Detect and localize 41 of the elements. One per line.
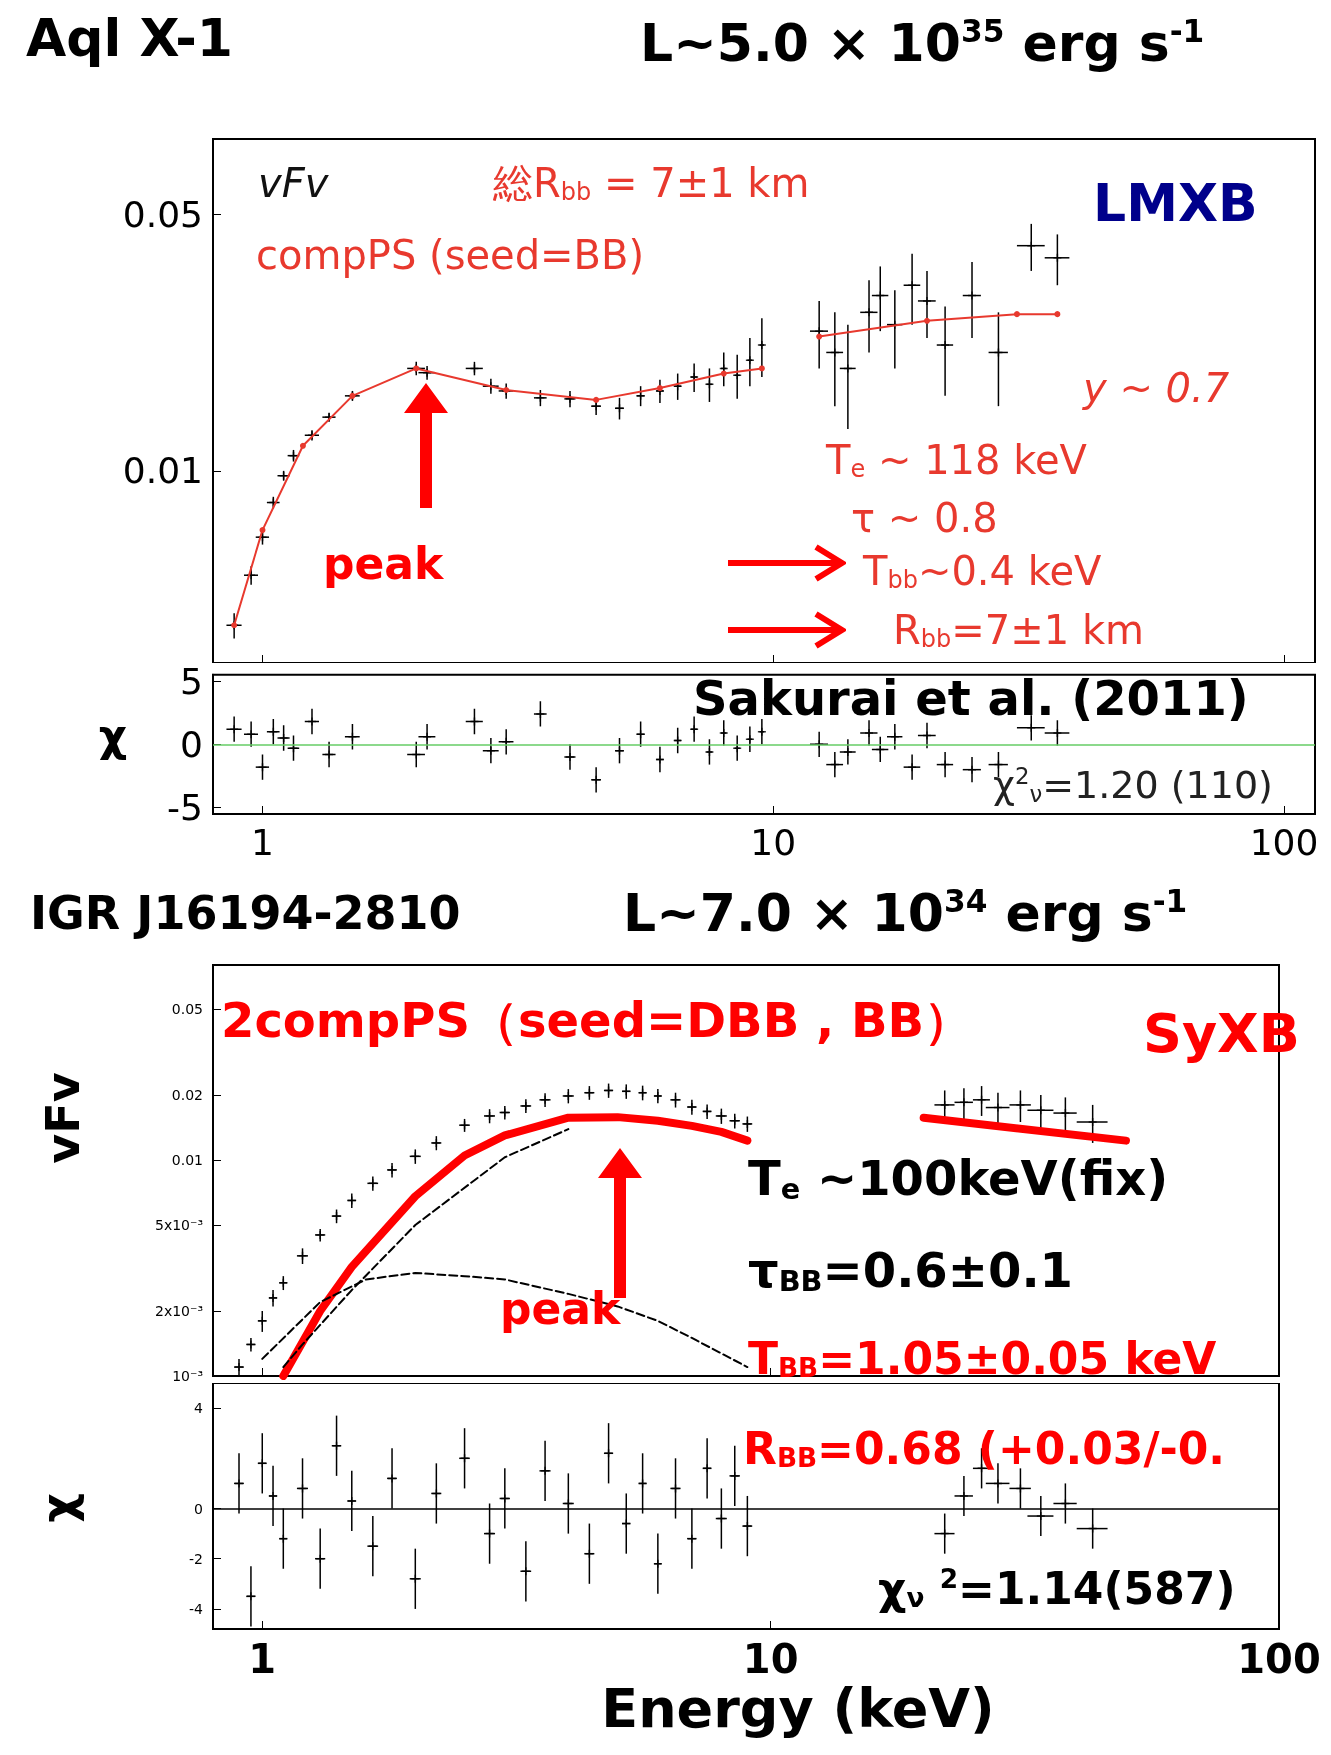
y-tick-label: 0.05: [171, 1001, 203, 1018]
y-axis-title: χ: [98, 709, 128, 761]
annotation: Te ~ 118 keV: [825, 437, 1088, 483]
x-tick-label: 100: [1249, 821, 1319, 863]
y-axis-title: vFv: [36, 1072, 90, 1164]
y-axis-title: χ: [31, 1493, 85, 1523]
annotation: y ~ 0.7: [1082, 365, 1230, 411]
y-tick-label: -4: [189, 1600, 204, 1617]
chart-title: Aql X-1: [26, 8, 234, 68]
x-tick-label: 100: [1237, 1636, 1321, 1682]
annotation: LMXB: [1093, 173, 1258, 233]
annotation: compPS (seed=BB): [256, 232, 645, 278]
annotation: RBB=0.68 (+0.03/-0.: [743, 1422, 1226, 1474]
x-tick-label: 1: [251, 821, 274, 863]
y-tick-label: 0.05: [122, 193, 203, 235]
annotation: vFv: [258, 160, 330, 206]
annotation: τ ~ 0.8: [851, 495, 998, 541]
annotation: Sakurai et al. (2011): [693, 670, 1249, 726]
y-tick-label: -2: [189, 1550, 203, 1567]
annotation: τBB=0.6±0.1: [748, 1242, 1074, 1298]
y-tick-label: 0: [194, 1500, 203, 1517]
annotation: 2compPS（seed=DBB , BB）: [221, 992, 973, 1048]
x-tick-label: 1: [248, 1636, 277, 1682]
annotation: 総Rbb = 7±1 km: [492, 160, 810, 206]
y-tick-label: 0.01: [171, 1152, 203, 1169]
annotation: Te ~100keV(fix): [748, 1150, 1169, 1206]
annotation: peak: [500, 1282, 623, 1334]
annotation: Rbb=7±1 km: [893, 607, 1145, 653]
x-tick-label: 10: [750, 821, 797, 863]
y-tick-label: -5: [167, 787, 203, 829]
y-tick-label: 2x10⁻³: [154, 1302, 203, 1319]
annotation: Tbb~0.4 keV: [862, 548, 1103, 594]
y-tick-label: 0: [180, 723, 203, 765]
y-tick-label: 4: [194, 1400, 204, 1417]
y-tick-label: 5: [180, 660, 203, 702]
chart-title: IGR J16194-2810: [30, 886, 461, 940]
y-tick-label: 10⁻³: [172, 1368, 203, 1384]
annotation: peak: [323, 537, 446, 589]
y-tick-label: 5x10⁻³: [154, 1217, 203, 1234]
y-tick-label: 0.02: [171, 1087, 203, 1104]
y-tick-label: 0.01: [122, 450, 203, 492]
